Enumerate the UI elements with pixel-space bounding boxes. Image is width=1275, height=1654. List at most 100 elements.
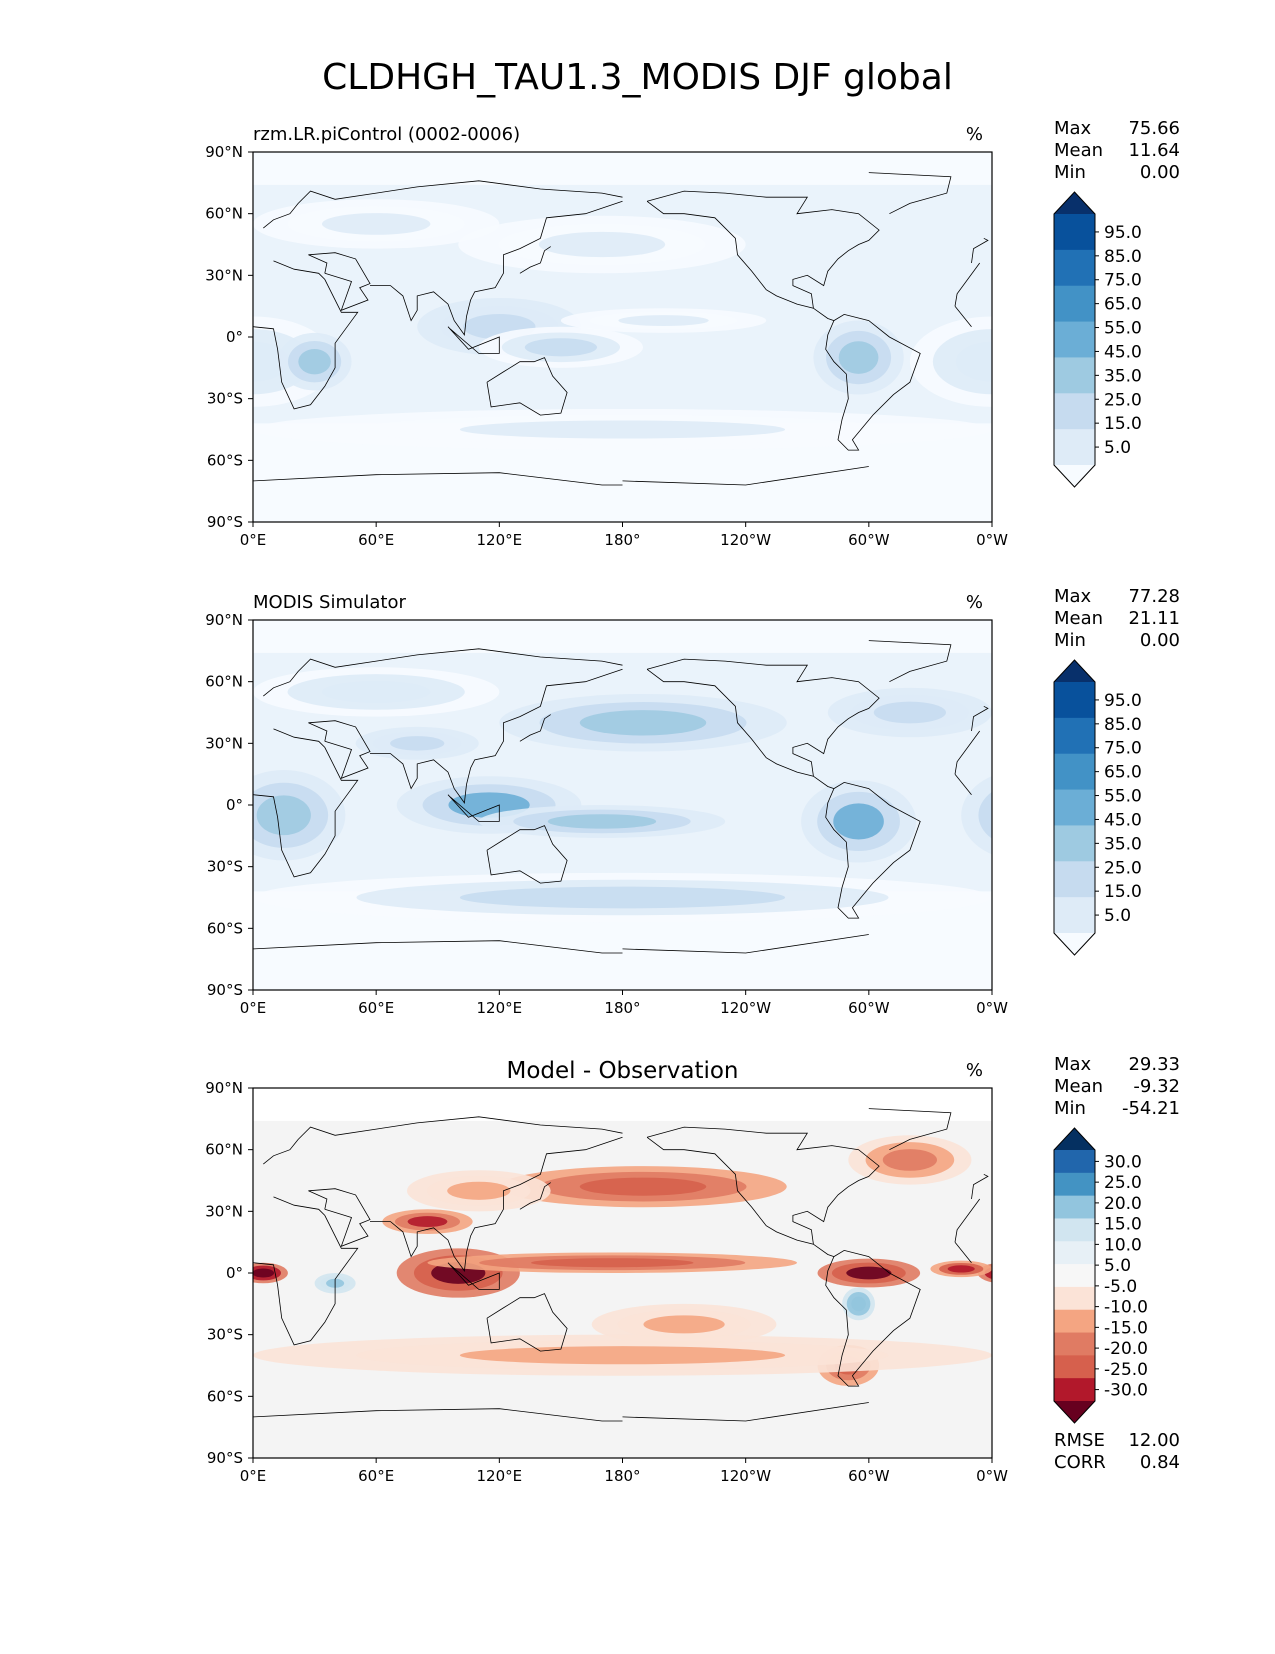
coastline — [954, 773, 972, 795]
field-feature — [253, 1268, 275, 1278]
colorbar-swatch — [1054, 717, 1095, 755]
lon-tick-label: 120°W — [720, 1467, 771, 1485]
diff-metrics: RMSE 12.00 CORR 0.84 — [1054, 1430, 1180, 1473]
field-feature — [135, 702, 207, 724]
colorbar: 95.0 85.0 75.0 65.0 55.0 45.0 35.0 25.0 15.0 5.0 — [1053, 191, 1142, 488]
lon-tick-label: 60°W — [848, 999, 890, 1017]
lon-tick-label: 60°W — [848, 531, 890, 549]
coastline — [622, 466, 869, 486]
colorbar-extend-bottom — [1054, 465, 1095, 487]
coastline — [308, 252, 371, 311]
colorbar-label: 55.0 — [1104, 787, 1142, 807]
colorbar-label: 35.0 — [1104, 366, 1142, 386]
coastline — [447, 794, 500, 822]
field-feature — [1147, 1216, 1187, 1227]
colorbar-label: 75.0 — [1104, 271, 1142, 291]
colorbar-swatch — [1054, 393, 1095, 430]
field-feature — [0, 887, 46, 909]
field-feature — [1241, 332, 1275, 362]
colorbar-extend-top — [1054, 1128, 1095, 1150]
field-feature — [0, 702, 7, 743]
field-feature — [298, 349, 331, 375]
colorbar-swatch — [1054, 682, 1095, 719]
field-feature — [538, 231, 666, 258]
colorbar-label: 45.0 — [1104, 342, 1142, 362]
colorbar-extend-bottom — [1054, 933, 1095, 955]
coastline — [370, 200, 623, 336]
metric-label: CORR — [1054, 1452, 1106, 1473]
lat-tick-label: 60°N — [205, 1141, 243, 1159]
field-feature — [1186, 1182, 1249, 1200]
colorbar-label: 45.0 — [1104, 810, 1142, 830]
lat-tick-label: 0° — [226, 1264, 243, 1282]
coastline — [486, 825, 568, 884]
field-feature — [1166, 1176, 1269, 1206]
stat-value: 75.66 — [1128, 118, 1180, 139]
colorbar-swatch — [1054, 1355, 1095, 1379]
colorbar-swatch — [1054, 285, 1095, 323]
colorbar-label: -5.0 — [1104, 1277, 1137, 1297]
colorbar-outline — [1053, 659, 1096, 956]
field-feature — [62, 780, 177, 862]
lon-tick-label: 60°E — [358, 531, 394, 549]
lat-tick-label: 30°N — [205, 1202, 243, 1220]
coastline — [646, 1136, 921, 1387]
field-feature — [996, 795, 1050, 835]
lat-tick-label: 60°S — [207, 919, 243, 937]
field-feature — [851, 1296, 866, 1312]
panel-title: MODIS Simulator — [253, 592, 406, 613]
stat-label: Min — [1054, 1098, 1086, 1119]
coastline — [253, 472, 623, 486]
field-feature — [0, 1310, 12, 1340]
field-feature — [524, 338, 598, 357]
stat-label: Mean — [1054, 608, 1103, 629]
field-feature — [579, 710, 707, 736]
field-feature — [882, 1149, 937, 1171]
coastline — [868, 640, 952, 683]
field-feature — [1146, 1170, 1275, 1211]
colorbar-swatch — [1054, 214, 1095, 251]
panel-title: Model - Observation — [506, 1058, 738, 1084]
field-feature — [0, 216, 7, 274]
field-feature — [955, 341, 992, 382]
panel-diff: 90°N 60°N 30°N 0° 30°S 60°S 90°S0°E 60°E 120°E 18… — [0, 1054, 1275, 1485]
field-feature — [1156, 298, 1275, 356]
lat-tick-label: 90°N — [205, 143, 243, 161]
colorbar-swatch — [1054, 753, 1095, 791]
coastline — [646, 190, 880, 309]
coastline — [954, 1198, 981, 1243]
stat-label: Min — [1054, 630, 1086, 651]
colorbar-swatch — [1054, 1264, 1095, 1288]
colorbar-label: 15.0 — [1104, 414, 1142, 434]
lon-tick-label: 0°E — [240, 999, 267, 1017]
coastline — [622, 1402, 869, 1422]
field-feature — [0, 1255, 6, 1270]
stat-value: 0.00 — [1140, 162, 1180, 183]
stat-label: Mean — [1054, 140, 1103, 161]
lon-tick-label: 0°W — [976, 531, 1008, 549]
coastline — [622, 934, 869, 954]
field-feature — [1179, 306, 1275, 347]
lon-tick-label: 60°W — [848, 1467, 890, 1485]
lon-tick-label: 60°E — [358, 1467, 394, 1485]
field-feature — [0, 1166, 48, 1207]
colorbar-swatch — [1054, 825, 1095, 862]
coastline — [519, 1182, 551, 1210]
lon-tick-label: 120°E — [477, 1467, 523, 1485]
field-feature — [1270, 1258, 1275, 1267]
colorbar-label: 30.0 — [1104, 1152, 1142, 1172]
figure-title: CLDHGH_TAU1.3_MODIS DJF global — [322, 57, 953, 98]
field-feature — [1153, 1255, 1242, 1291]
field-feature — [1187, 792, 1268, 817]
field-feature — [96, 1356, 123, 1374]
colorbar-label: 85.0 — [1104, 247, 1142, 267]
stat-label: Mean — [1054, 1076, 1103, 1097]
coastline — [646, 658, 880, 777]
field-feature — [144, 1149, 198, 1171]
colorbar-label: -20.0 — [1104, 1339, 1148, 1359]
panel-model: 90°N 60°N 30°N 0° 30°S 60°S 90°S0°E 60°E 120°E 18… — [0, 118, 1275, 549]
lon-tick-label: 60°E — [358, 999, 394, 1017]
coastline — [253, 1196, 359, 1346]
stat-value: 29.33 — [1128, 1054, 1180, 1075]
stat-value: -9.32 — [1133, 1076, 1180, 1097]
